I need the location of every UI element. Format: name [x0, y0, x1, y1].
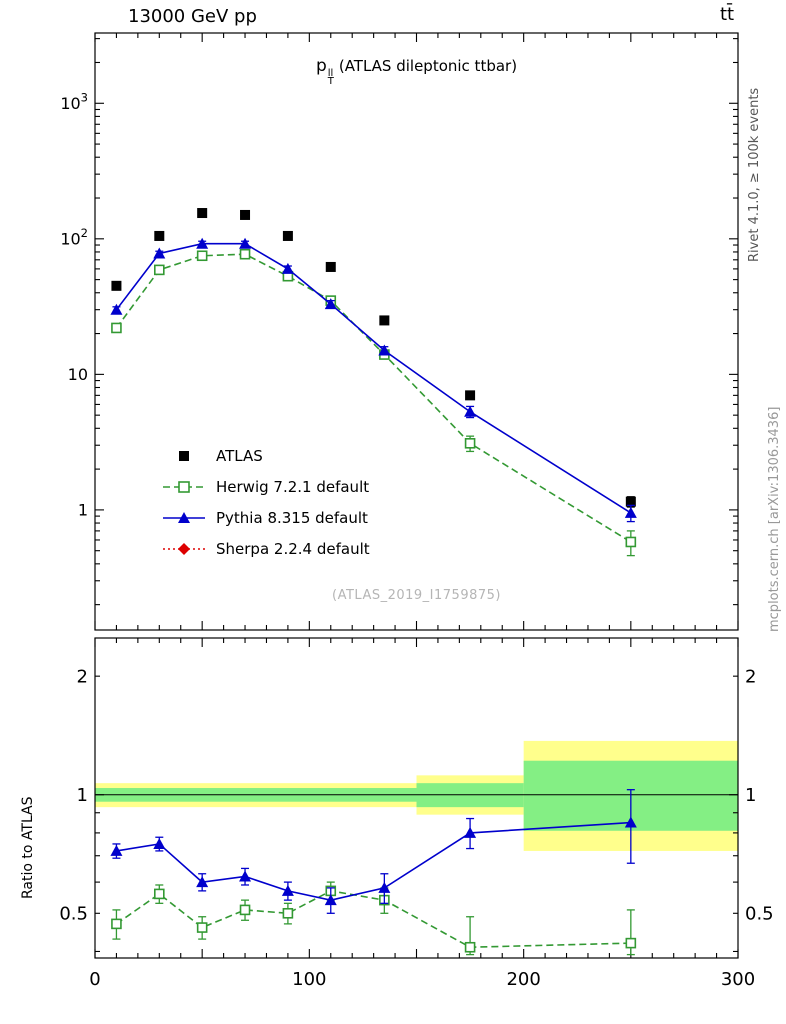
svg-text:1: 1 [745, 785, 756, 806]
mcplots-credit-label: mcplots.cern.ch [arXiv:1306.3436] [767, 406, 782, 632]
svg-text:2: 2 [77, 666, 88, 687]
ratio-panel: 0.5 0.5 1 1 2 2 0 100 200 300 [59, 637, 774, 990]
ratio-axis-label: Ratio to ATLAS [20, 796, 36, 899]
svg-text:0: 0 [89, 969, 100, 990]
legend-item-atlas: ATLAS [160, 440, 370, 471]
pythia-marker-icon [163, 511, 205, 523]
legend-item-pythia: Pythia 8.315 default [160, 502, 370, 533]
svg-text:100: 100 [292, 969, 326, 990]
main-panel: 1 10 102 103 [60, 32, 739, 631]
svg-text:0.5: 0.5 [59, 904, 88, 925]
svg-text:2: 2 [745, 666, 756, 687]
atlas-marker-icon [179, 450, 189, 461]
legend-item-sherpa: Sherpa 2.2.4 default [160, 533, 370, 564]
process-label: tt̄ [720, 4, 735, 25]
svg-text:1: 1 [78, 501, 88, 520]
plot-title: p ll T (ATLAS dileptonic ttbar) [95, 56, 738, 87]
legend-label-pythia: Pythia 8.315 default [216, 508, 368, 527]
collision-energy-label: 13000 GeV pp [128, 6, 257, 27]
observable-symbol: p [315, 56, 327, 76]
plot-title-text: (ATLAS dileptonic ttbar) [338, 57, 518, 75]
legend-item-herwig: Herwig 7.2.1 default [160, 471, 370, 502]
legend-label-atlas: ATLAS [216, 446, 263, 465]
svg-text:10: 10 [68, 365, 88, 384]
legend-label-sherpa: Sherpa 2.2.4 default [216, 539, 370, 558]
legend-label-herwig: Herwig 7.2.1 default [216, 477, 370, 496]
observable-subsup: ll T [327, 68, 334, 87]
sherpa-marker-icon [163, 542, 205, 555]
legend: ATLAS Herwig 7.2.1 default Pythia 8.315 … [160, 440, 370, 564]
svg-text:102: 102 [60, 226, 88, 248]
herwig-marker-icon [163, 480, 205, 493]
svg-text:300: 300 [721, 969, 755, 990]
svg-text:0.5: 0.5 [745, 904, 774, 925]
svg-text:200: 200 [506, 969, 540, 990]
analysis-id-watermark: (ATLAS_2019_I1759875) [332, 588, 501, 603]
rivet-version-label: Rivet 4.1.0, ≥ 100k events [747, 87, 762, 262]
svg-text:1: 1 [77, 785, 88, 806]
svg-text:103: 103 [60, 91, 88, 113]
